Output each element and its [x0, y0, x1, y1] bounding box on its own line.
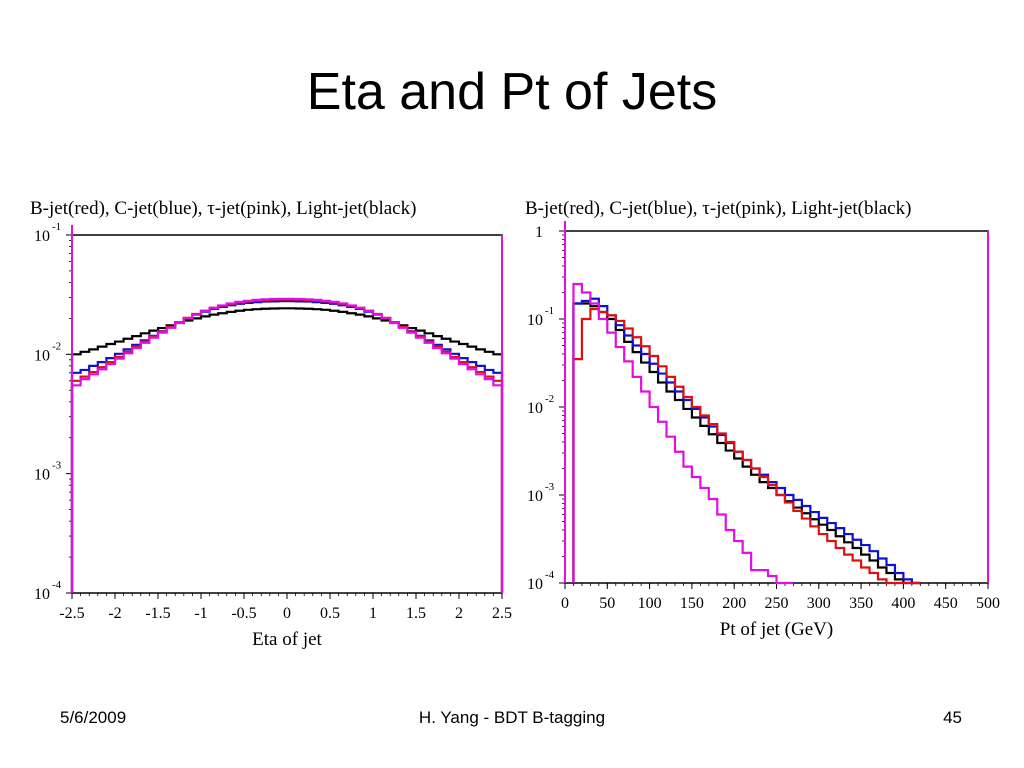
x-tick-label: 350 [849, 595, 873, 612]
chart-title: B-jet(red), C-jet(blue), τ-jet(pink), Li… [30, 198, 416, 219]
y-tick-label: 10 [527, 312, 543, 329]
y-tick-label: 10 [34, 347, 50, 364]
y-tick-label: 1 [535, 224, 543, 241]
plot-frame [71, 234, 503, 594]
x-tick-label: -0.5 [231, 605, 256, 622]
x-tick-label: 2.5 [492, 605, 512, 622]
x-tick-label: 1.5 [406, 605, 426, 622]
footer-page-number: 45 [943, 708, 962, 727]
y-tick-label: 10 [527, 400, 543, 417]
x-tick-label: -1.5 [145, 605, 170, 622]
pt-chart: B-jet(red), C-jet(blue), τ-jet(pink), Li… [525, 198, 1000, 640]
x-tick-label: 300 [807, 595, 831, 612]
eta-chart: B-jet(red), C-jet(blue), τ-jet(pink), Li… [30, 198, 512, 650]
x-tick-label: 500 [976, 595, 1000, 612]
footer-date: 5/6/2009 [60, 708, 127, 727]
series-light-jet-line [572, 302, 921, 585]
y-tick-label: 10 [34, 228, 50, 245]
x-tick-label: 450 [934, 595, 958, 612]
plot-frame [564, 230, 989, 584]
chart-title: B-jet(red), C-jet(blue), τ-jet(pink), Li… [525, 198, 911, 219]
series-c-jet-line [70, 300, 504, 593]
x-tick-label: 2 [455, 605, 463, 622]
y-tick-label: 10 [34, 586, 50, 603]
x-axis-label: Eta of jet [252, 629, 322, 650]
x-tick-label: -2 [108, 605, 121, 622]
footer-author: H. Yang - BDT B-tagging [418, 708, 606, 727]
y-tick-label: 10 [34, 467, 50, 484]
x-tick-label: 150 [680, 595, 704, 612]
y-tick-exponent: -3 [52, 460, 62, 472]
y-tick-label: 10 [527, 488, 543, 505]
series-jet-line [572, 282, 794, 585]
y-tick-exponent: -1 [545, 305, 554, 317]
x-tick-label: 250 [765, 595, 789, 612]
x-tick-label: 400 [891, 595, 915, 612]
x-tick-label: 200 [722, 595, 746, 612]
y-tick-label: 10 [527, 576, 543, 593]
x-tick-label: -1 [194, 605, 207, 622]
x-tick-label: 0.5 [320, 605, 340, 622]
series-jet-line [70, 297, 504, 593]
x-tick-label: 100 [638, 595, 662, 612]
y-tick-exponent: -2 [545, 393, 554, 405]
y-tick-exponent: -1 [52, 221, 61, 233]
x-tick-label: -2.5 [59, 605, 84, 622]
x-axis-label: Pt of jet (GeV) [720, 619, 833, 640]
y-tick-exponent: -2 [52, 340, 61, 352]
x-tick-label: 0 [283, 605, 291, 622]
slide-title: Eta and Pt of Jets [306, 63, 718, 121]
series-b-jet-line [572, 307, 921, 585]
x-tick-label: 50 [599, 595, 615, 612]
y-tick-exponent: -4 [52, 579, 62, 591]
y-tick-exponent: -3 [545, 481, 555, 493]
x-tick-label: 1 [369, 605, 377, 622]
series-light-jet-line [70, 307, 504, 593]
series-b-jet-line [70, 298, 504, 593]
y-tick-exponent: -4 [545, 569, 555, 581]
x-tick-label: 0 [561, 595, 569, 612]
